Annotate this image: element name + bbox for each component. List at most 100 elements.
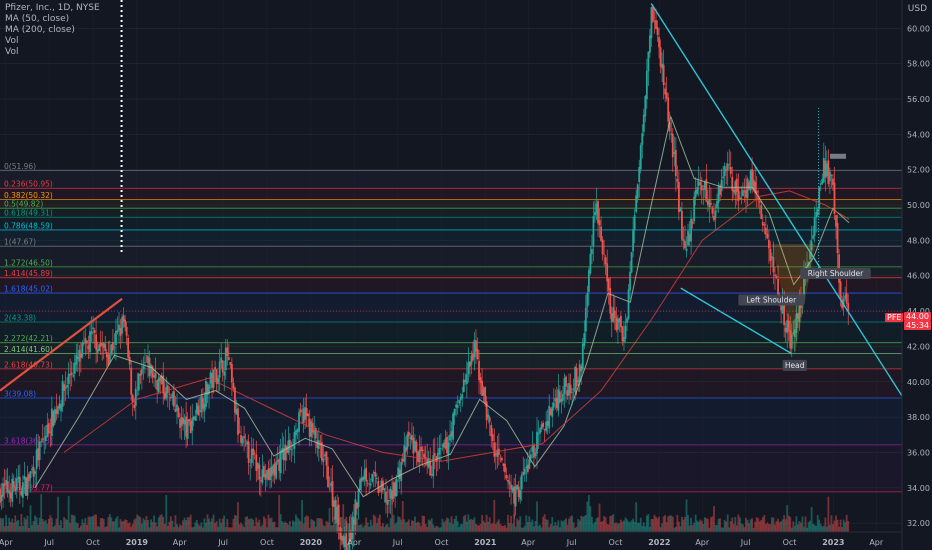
volume-bar [295,514,297,532]
volume-bar [606,524,609,532]
candle-body [798,294,801,322]
volume-bar [79,525,82,532]
candle-body [742,189,744,197]
ma200-legend[interactable]: MA (200, close) [5,25,75,35]
volume-bar [592,523,595,532]
volume-bar [803,526,805,532]
volume-bar [275,527,278,532]
volume-bar [346,523,349,532]
candle-body [246,441,249,445]
candle-body [383,488,386,491]
candle-body [166,385,169,394]
volume-bar [212,514,215,532]
candle-body [735,178,738,192]
volume-bar [717,518,720,532]
volume-bar [316,518,319,532]
candle-body [761,221,764,226]
candle-body [703,182,706,190]
candle-body [821,178,824,184]
candle-body [252,448,255,456]
volume-bar [148,527,151,532]
volume-bar [96,526,99,532]
volume-bar [215,521,218,532]
volume-bar [502,525,505,532]
candle-body [716,201,718,208]
volume-bar [192,526,195,532]
vol-legend[interactable]: Vol [5,36,19,46]
volume-bar [3,526,6,532]
candle-body [687,231,689,246]
volume-bar [807,522,810,532]
volume-bar [548,527,551,532]
volume-bar [734,517,737,532]
time-axis[interactable]: Apr Jul Oct 2019 Apr Jul Oct 2020 Apr Jul Oct 2021 A… [0,531,902,547]
volume-bar [572,522,575,532]
volume-bar [740,523,743,532]
volume-bar [333,517,336,532]
volume-bar [632,518,635,532]
candle-body [633,215,636,230]
volume-bar [560,520,563,532]
volume-bars [0,494,850,532]
candle-body [14,487,17,492]
candle-body [336,506,339,523]
volume-bar [696,520,699,532]
volume-bar [508,523,511,532]
candle-body [266,470,268,479]
candle-body [140,369,143,375]
candle-body [542,422,545,427]
volume-bar [523,525,526,532]
candle-body [671,133,674,158]
candle-body [330,482,332,487]
ma50-legend[interactable]: MA (50, close) [5,14,70,24]
candle-body [386,500,389,505]
volume-bar [20,514,23,532]
volume-bar [648,526,651,532]
indicator-legend: Pfizer, Inc., 1D, NYSE MA (50, close) MA… [5,3,100,58]
volume-bar [139,517,142,532]
price-axis[interactable]: 32.00 34.00 36.00 38.00 40.00 42.00 44.00 46.00… [901,0,930,550]
volume-bar [507,515,509,532]
candle-body [35,449,38,469]
volume-bar [84,518,87,532]
candle-body [372,472,375,474]
candle-body [124,319,126,328]
candle-body [269,468,271,481]
price-tick-label: 52.00 [907,166,930,175]
volume-bar [838,526,840,532]
symbol-title[interactable]: Pfizer, Inc., 1D, NYSE [5,3,100,13]
candle-body [41,438,44,440]
candle-body [647,51,650,72]
volume-bar [711,516,714,532]
volume-bar [116,516,119,532]
candle-body [616,318,619,330]
volume-bar [46,523,49,532]
volume-bar [380,526,383,532]
candle-body [438,448,441,455]
trend-drawings[interactable]: Left Shoulder Head Right Shoulder [0,0,903,397]
volume-bar [729,521,732,532]
candle-body [639,145,642,170]
vol-legend-2[interactable]: Vol [5,47,19,57]
candle-body [17,476,20,480]
candle-body [325,451,328,466]
candle-body [188,418,191,422]
volume-bar [569,516,572,532]
candle-body [609,287,612,314]
volume-bar [220,522,223,532]
volume-bar [101,518,104,532]
candle-body [25,477,27,496]
candle-body [46,424,49,437]
volume-bar [668,515,671,532]
volume-bar [676,514,679,532]
volume-bar [652,519,654,532]
candle-body [412,437,415,454]
time-tick-label: Oct [260,538,274,547]
candle-body [424,457,427,459]
volume-bar [9,522,12,532]
candle-body [374,472,377,477]
candle-body [465,374,468,385]
volume-bar [639,517,642,532]
volume-bar [577,519,580,532]
